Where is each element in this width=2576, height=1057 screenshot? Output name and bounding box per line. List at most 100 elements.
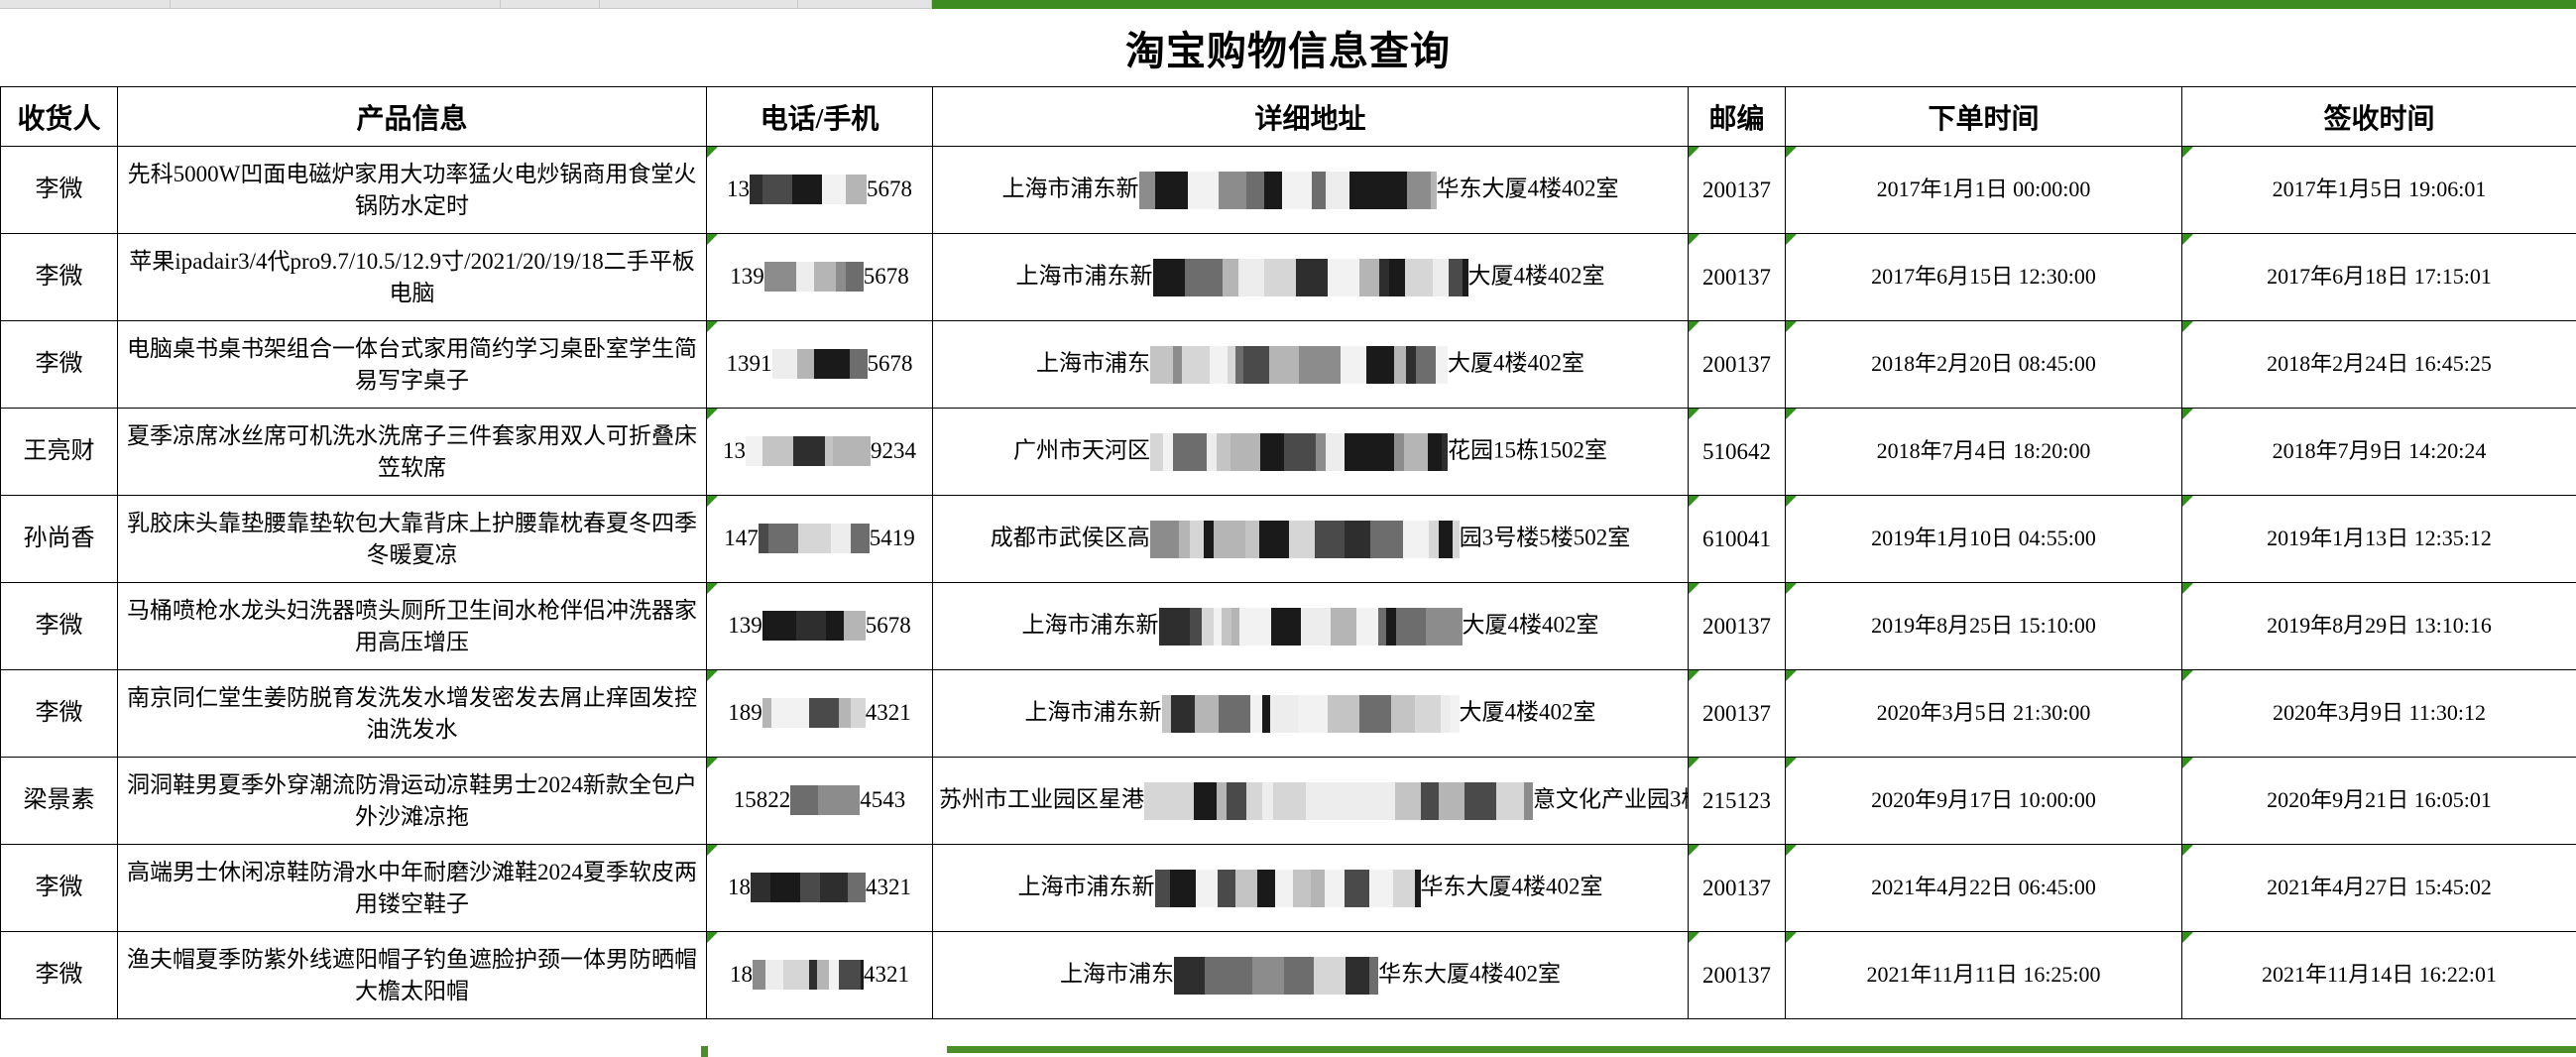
address-prefix: 苏州市工业园区星港 [939,785,1144,811]
cell-phone[interactable]: 13 5678 [706,146,933,234]
table-row[interactable]: 李微 先科5000W凹面电磁炉家用大功率猛火电炒锅商用食堂火锅防水定时 13 5678… [0,146,2576,234]
cell-product[interactable]: 先科5000W凹面电磁炉家用大功率猛火电炒锅商用食堂火锅防水定时 [117,146,707,234]
column-header-phone[interactable]: 电话/手机 [706,86,933,147]
cell-address[interactable]: 成都市武侯区高 园3号楼5楼502室 [932,495,1689,583]
cell-phone[interactable]: 15822 4543 [706,757,933,845]
cell-zipcode[interactable]: 510642 [1688,408,1786,496]
address-suffix: 大厦4楼402室 [1467,262,1605,288]
cell-address[interactable]: 上海市浦东 华东大厦4楼402室 [932,931,1689,1019]
cell-zipcode[interactable]: 200137 [1688,931,1786,1019]
column-header-order-time[interactable]: 下单时间 [1785,86,2182,147]
cell-recipient[interactable]: 李微 [0,146,118,234]
cell-sign-time[interactable]: 2018年7月9日 14:20:24 [2181,408,2576,496]
cell-sign-time[interactable]: 2018年2月24日 16:45:25 [2181,320,2576,409]
cell-address[interactable]: 广州市天河区 花园15栋1502室 [932,408,1689,496]
cell-order-time[interactable]: 2019年8月25日 15:10:00 [1785,582,2182,670]
cell-product[interactable]: 渔夫帽夏季防紫外线遮阳帽子钓鱼遮脸护颈一体男防晒帽大檐太阳帽 [117,931,707,1019]
cell-address[interactable]: 上海市浦东新 华东大厦4楼402室 [932,844,1689,932]
cell-sign-time[interactable]: 2017年1月5日 19:06:01 [2181,146,2576,234]
column-header-address[interactable]: 详细地址 [932,86,1689,147]
phone-suffix: 4321 [866,875,911,900]
table-row[interactable]: 梁景素 洞洞鞋男夏季外穿潮流防滑运动凉鞋男士2024新款全包户外沙滩凉拖 15822… [0,757,2576,845]
cell-order-time[interactable]: 2018年7月4日 18:20:00 [1785,408,2182,496]
cell-address[interactable]: 苏州市工业园区星港 意文化产业园3栋501室 [932,757,1761,845]
cell-recipient[interactable]: 李微 [0,931,118,1019]
redacted-text-mask [751,872,866,902]
table-row[interactable]: 李微 电脑桌书桌书架组合一体台式家用简约学习桌卧室学生简易写字桌子 1391 5678… [0,320,2576,409]
table-row[interactable]: 李微 渔夫帽夏季防紫外线遮阳帽子钓鱼遮脸护颈一体男防晒帽大檐太阳帽 18 4321 上海… [0,931,2576,1019]
cell-zipcode[interactable]: 200137 [1688,844,1786,932]
cell-sign-time[interactable]: 2017年6月18日 17:15:01 [2181,233,2576,321]
cell-recipient[interactable]: 李微 [0,844,118,932]
table-row[interactable]: 李微 南京同仁堂生姜防脱育发洗发水增发密发去屑止痒固发控油洗发水 189 4321 上海… [0,669,2576,758]
table-row[interactable]: 李微 苹果ipadair3/4代pro9.7/10.5/12.9寸/2021/20… [0,233,2576,321]
cell-phone[interactable]: 147 5419 [706,495,933,583]
cell-order-time[interactable]: 2021年11月11日 16:25:00 [1785,931,2182,1019]
redacted-text-mask [1174,956,1378,995]
redacted-text-mask [763,261,864,292]
cell-zipcode[interactable]: 200137 [1688,233,1786,321]
cell-order-time[interactable]: 2017年6月15日 12:30:00 [1785,233,2182,321]
phone-prefix: 18 [730,962,753,988]
cell-recipient[interactable]: 李微 [0,669,118,758]
cell-sign-time[interactable]: 2021年11月14日 16:22:01 [2181,931,2576,1019]
column-header-sign-time[interactable]: 签收时间 [2181,86,2576,147]
cell-sign-time[interactable]: 2019年8月29日 13:10:16 [2181,582,2576,670]
address-value: 上海市浦东新 华东大厦4楼402室 [1018,869,1603,907]
cell-recipient[interactable]: 李微 [0,320,118,409]
cell-address[interactable]: 上海市浦东新 大厦4楼402室 [932,582,1689,670]
cell-address[interactable]: 上海市浦东新 华东大厦4楼402室 [932,146,1689,234]
cell-zipcode[interactable]: 610041 [1688,495,1786,583]
cell-phone[interactable]: 13 9234 [706,408,933,496]
cell-order-time[interactable]: 2020年3月5日 21:30:00 [1785,669,2182,758]
cell-recipient[interactable]: 李微 [0,233,118,321]
cell-product[interactable]: 南京同仁堂生姜防脱育发洗发水增发密发去屑止痒固发控油洗发水 [117,669,707,758]
cell-recipient[interactable]: 梁景素 [0,757,118,845]
cell-error-triangle-icon [707,758,718,768]
cell-phone[interactable]: 139 5678 [706,233,933,321]
cell-product[interactable]: 乳胶床头靠垫腰靠垫软包大靠背床上护腰靠枕春夏冬四季冬暖夏凉 [117,495,707,583]
cell-zipcode[interactable]: 200137 [1688,582,1786,670]
redacted-text-mask [1138,171,1437,209]
table-row[interactable]: 孙尚香 乳胶床头靠垫腰靠垫软包大靠背床上护腰靠枕春夏冬四季冬暖夏凉 147 5419 成… [0,495,2576,583]
cell-order-time[interactable]: 2020年9月17日 10:00:00 [1785,757,2182,845]
cell-recipient[interactable]: 王亮财 [0,408,118,496]
cell-sign-time[interactable]: 2020年3月9日 11:30:12 [2181,669,2576,758]
column-header-recipient[interactable]: 收货人 [0,86,118,147]
cell-phone[interactable]: 1391 5678 [706,320,933,409]
table-row[interactable]: 王亮财 夏季凉席冰丝席可机洗水洗席子三件套家用双人可折叠床笠软席 13 9234 广州市… [0,408,2576,496]
cell-product[interactable]: 马桶喷枪水龙头妇洗器喷头厕所卫生间水枪伴侣冲洗器家用高压增压 [117,582,707,670]
cell-zipcode[interactable]: 200137 [1688,669,1786,758]
cell-address[interactable]: 上海市浦东 大厦4楼402室 [932,320,1689,409]
cell-order-time[interactable]: 2017年1月1日 00:00:00 [1785,146,2182,234]
phone-prefix: 139 [730,264,764,290]
cell-recipient[interactable]: 孙尚香 [0,495,118,583]
cell-sign-time[interactable]: 2020年9月21日 16:05:01 [2181,757,2576,845]
cell-zipcode[interactable]: 200137 [1688,320,1786,409]
cell-product[interactable]: 电脑桌书桌书架组合一体台式家用简约学习桌卧室学生简易写字桌子 [117,320,707,409]
cell-error-triangle-icon [2182,670,2193,681]
cell-product[interactable]: 苹果ipadair3/4代pro9.7/10.5/12.9寸/2021/20/1… [117,233,707,321]
table-row[interactable]: 李微 马桶喷枪水龙头妇洗器喷头厕所卫生间水枪伴侣冲洗器家用高压增压 139 5678 上… [0,582,2576,670]
cell-phone[interactable]: 139 5678 [706,582,933,670]
cell-sign-time[interactable]: 2019年1月13日 12:35:12 [2181,495,2576,583]
cell-product[interactable]: 洞洞鞋男夏季外穿潮流防滑运动凉鞋男士2024新款全包户外沙滩凉拖 [117,757,707,845]
cell-phone[interactable]: 18 4321 [706,844,933,932]
column-header-product[interactable]: 产品信息 [117,86,707,147]
cell-address[interactable]: 上海市浦东新 大厦4楼402室 [932,669,1689,758]
cell-address[interactable]: 上海市浦东新 大厦4楼402室 [932,233,1689,321]
column-header-zipcode[interactable]: 邮编 [1688,86,1786,147]
cell-zipcode[interactable]: 200137 [1688,146,1786,234]
cell-order-time[interactable]: 2021年4月22日 06:45:00 [1785,844,2182,932]
cell-product[interactable]: 高端男士休闲凉鞋防滑水中年耐磨沙滩鞋2024夏季软皮两用镂空鞋子 [117,844,707,932]
cell-zipcode[interactable]: 215123 [1688,757,1786,845]
cell-recipient[interactable]: 李微 [0,582,118,670]
cell-error-triangle-icon [1786,845,1797,856]
cell-phone[interactable]: 18 4321 [706,931,933,1019]
cell-order-time[interactable]: 2018年2月20日 08:45:00 [1785,320,2182,409]
cell-product[interactable]: 夏季凉席冰丝席可机洗水洗席子三件套家用双人可折叠床笠软席 [117,408,707,496]
table-row[interactable]: 李微 高端男士休闲凉鞋防滑水中年耐磨沙滩鞋2024夏季软皮两用镂空鞋子 18 4321… [0,844,2576,932]
cell-sign-time[interactable]: 2021年4月27日 15:45:02 [2181,844,2576,932]
cell-phone[interactable]: 189 4321 [706,669,933,758]
cell-order-time[interactable]: 2019年1月10日 04:55:00 [1785,495,2182,583]
